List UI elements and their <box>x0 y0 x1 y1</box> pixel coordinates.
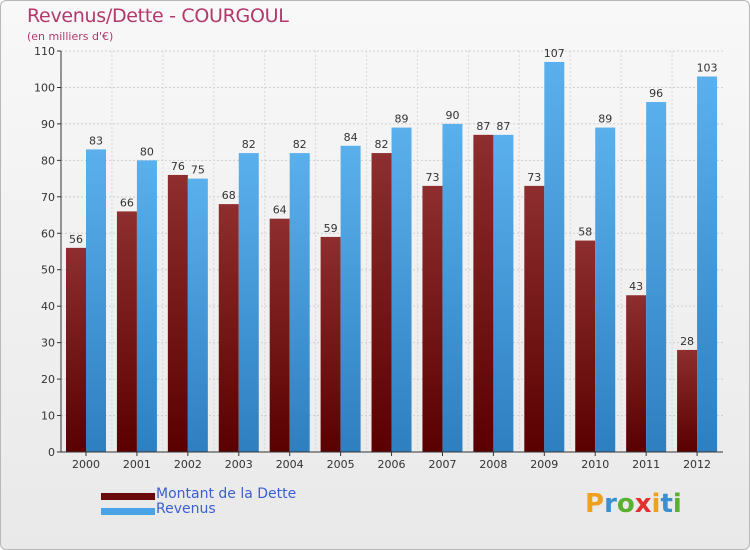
data-label-debt-2007: 73 <box>425 171 439 184</box>
data-label-debt-2006: 82 <box>375 138 389 151</box>
legend-label-debt: Montant de la Dette <box>156 486 297 502</box>
y-tick-label: 90 <box>41 118 55 131</box>
data-label-revenue-2001: 80 <box>140 145 154 158</box>
bar-revenue-2006 <box>391 127 412 453</box>
bar-debt-2002 <box>167 174 188 453</box>
data-label-revenue-2006: 89 <box>395 113 409 126</box>
x-tick-label-2000: 2000 <box>72 458 100 471</box>
data-label-revenue-2007: 90 <box>445 109 459 122</box>
grid-layer <box>61 50 723 452</box>
y-tick-label: 100 <box>34 81 55 94</box>
bar-revenue-2001 <box>136 160 157 452</box>
data-label-revenue-2008: 87 <box>496 120 510 133</box>
data-label-debt-2000: 56 <box>69 233 83 246</box>
bar-debt-2009 <box>524 185 545 452</box>
data-label-debt-2004: 64 <box>273 204 287 217</box>
bar-revenue-2011 <box>646 102 667 452</box>
logo-letter: x <box>634 489 652 519</box>
data-label-revenue-2000: 83 <box>89 134 103 147</box>
bar-revenue-2009 <box>544 61 565 452</box>
y-tick-label: 70 <box>41 191 55 204</box>
data-label-debt-2002: 76 <box>171 160 185 173</box>
bar-debt-2007 <box>422 185 443 452</box>
data-label-revenue-2010: 89 <box>598 113 612 126</box>
x-tick-label-2009: 2009 <box>530 458 558 471</box>
bar-debt-2011 <box>626 295 647 452</box>
axis-layer: 0 10 20 30 40 50 60 70 80 90 100 110 2000 2001 2002 200… <box>34 45 723 471</box>
data-label-revenue-2011: 96 <box>649 87 663 100</box>
data-label-debt-2010: 58 <box>578 226 592 239</box>
x-tick-label-2002: 2002 <box>174 458 202 471</box>
data-label-debt-2008: 87 <box>476 120 490 133</box>
bar-revenue-2002 <box>187 178 208 452</box>
data-label-debt-2005: 59 <box>324 222 338 235</box>
bar-revenue-2004 <box>289 153 310 452</box>
x-tick-label-2004: 2004 <box>276 458 304 471</box>
x-tick-label-2011: 2011 <box>632 458 660 471</box>
data-label-revenue-2012: 103 <box>697 62 718 75</box>
x-tick-label-2010: 2010 <box>581 458 609 471</box>
logo-letter: r <box>604 489 617 519</box>
data-label-debt-2011: 43 <box>629 280 643 293</box>
bar-revenue-2003 <box>238 153 259 452</box>
chart-title: Revenus/Dette - COURGOUL <box>27 5 289 27</box>
x-tick-label-2003: 2003 <box>225 458 253 471</box>
label-layer: 56 83 66 80 76 75 68 82 64 82 59 84 82 89 73 90 87 87 73 10… <box>69 47 718 348</box>
x-tick-label-2012: 2012 <box>683 458 711 471</box>
bar-debt-2005 <box>320 236 341 452</box>
chart-subtitle: (en milliers d'€) <box>27 30 114 43</box>
bar-revenue-2010 <box>595 127 616 453</box>
bar-debt-2004 <box>269 218 290 452</box>
logo-letter: t <box>660 489 673 519</box>
y-tick-label: 20 <box>41 373 55 386</box>
data-label-debt-2012: 28 <box>680 335 694 348</box>
bar-debt-2000 <box>66 247 86 452</box>
bar-debt-2006 <box>371 153 392 452</box>
bar-revenue-2007 <box>442 123 463 452</box>
y-tick-label: 110 <box>34 45 55 58</box>
x-tick-label-2001: 2001 <box>123 458 151 471</box>
y-tick-label: 10 <box>41 410 55 423</box>
data-label-debt-2001: 66 <box>120 196 134 209</box>
bar-layer <box>66 61 718 453</box>
y-tick-label: 30 <box>41 337 55 350</box>
y-tick-label: 80 <box>41 154 55 167</box>
logo-letter: i <box>672 489 682 519</box>
y-tick-label: 60 <box>41 227 55 240</box>
bar-debt-2001 <box>116 211 137 452</box>
bar-revenue-2000 <box>86 149 106 452</box>
logo-letter: o <box>616 489 635 519</box>
legend-label-revenue: Revenus <box>156 501 216 517</box>
bar-revenue-2012 <box>697 76 718 452</box>
x-tick-label-2006: 2006 <box>378 458 406 471</box>
data-label-debt-2009: 73 <box>527 171 541 184</box>
data-label-revenue-2009: 107 <box>544 47 565 60</box>
bar-debt-2003 <box>218 204 239 452</box>
bar-revenue-2005 <box>340 145 361 453</box>
proxiti-logo: Proxiti <box>585 489 682 519</box>
y-tick-label: 40 <box>41 300 55 313</box>
x-tick-label-2007: 2007 <box>428 458 456 471</box>
logo-letter: P <box>585 489 605 519</box>
x-tick-label-2005: 2005 <box>327 458 355 471</box>
y-tick-label: 0 <box>48 446 55 459</box>
legend-swatch-debt <box>101 493 155 500</box>
data-label-revenue-2002: 75 <box>191 164 205 177</box>
bar-debt-2012 <box>677 349 698 452</box>
data-label-debt-2003: 68 <box>222 189 236 202</box>
y-tick-label: 50 <box>41 264 55 277</box>
logo-letter: i <box>651 489 661 519</box>
data-label-revenue-2003: 82 <box>242 138 256 151</box>
data-label-revenue-2004: 82 <box>293 138 307 151</box>
bar-debt-2010 <box>575 240 596 452</box>
bar-debt-2008 <box>473 134 494 452</box>
legend-swatch-revenue <box>101 508 155 515</box>
bar-revenue-2008 <box>493 134 514 452</box>
x-tick-label-2008: 2008 <box>479 458 507 471</box>
data-label-revenue-2005: 84 <box>344 131 358 144</box>
